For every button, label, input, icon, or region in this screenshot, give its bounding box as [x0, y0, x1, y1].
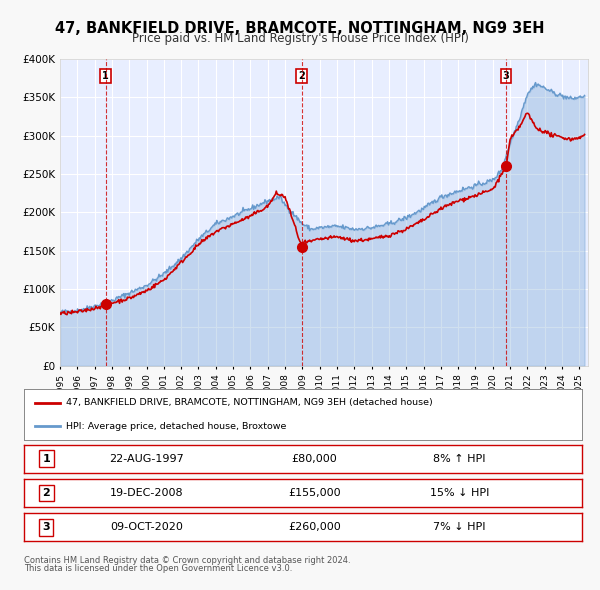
Text: 2: 2 — [298, 71, 305, 81]
Text: 3: 3 — [43, 522, 50, 532]
Text: 8% ↑ HPI: 8% ↑ HPI — [433, 454, 485, 464]
Text: 09-OCT-2020: 09-OCT-2020 — [110, 522, 183, 532]
Text: 19-DEC-2008: 19-DEC-2008 — [110, 488, 184, 498]
Text: 22-AUG-1997: 22-AUG-1997 — [109, 454, 184, 464]
Text: 47, BANKFIELD DRIVE, BRAMCOTE, NOTTINGHAM, NG9 3EH: 47, BANKFIELD DRIVE, BRAMCOTE, NOTTINGHA… — [55, 21, 545, 35]
Text: 1: 1 — [43, 454, 50, 464]
Text: 2: 2 — [43, 488, 50, 498]
Text: 1: 1 — [103, 71, 109, 81]
Text: 47, BANKFIELD DRIVE, BRAMCOTE, NOTTINGHAM, NG9 3EH (detached house): 47, BANKFIELD DRIVE, BRAMCOTE, NOTTINGHA… — [66, 398, 433, 408]
Text: 15% ↓ HPI: 15% ↓ HPI — [430, 488, 489, 498]
Text: HPI: Average price, detached house, Broxtowe: HPI: Average price, detached house, Brox… — [66, 421, 286, 431]
Text: Price paid vs. HM Land Registry's House Price Index (HPI): Price paid vs. HM Land Registry's House … — [131, 32, 469, 45]
Text: 3: 3 — [503, 71, 509, 81]
Text: £155,000: £155,000 — [288, 488, 340, 498]
Text: £260,000: £260,000 — [288, 522, 341, 532]
Text: Contains HM Land Registry data © Crown copyright and database right 2024.: Contains HM Land Registry data © Crown c… — [24, 556, 350, 565]
Text: This data is licensed under the Open Government Licence v3.0.: This data is licensed under the Open Gov… — [24, 565, 292, 573]
Text: £80,000: £80,000 — [291, 454, 337, 464]
Text: 7% ↓ HPI: 7% ↓ HPI — [433, 522, 485, 532]
